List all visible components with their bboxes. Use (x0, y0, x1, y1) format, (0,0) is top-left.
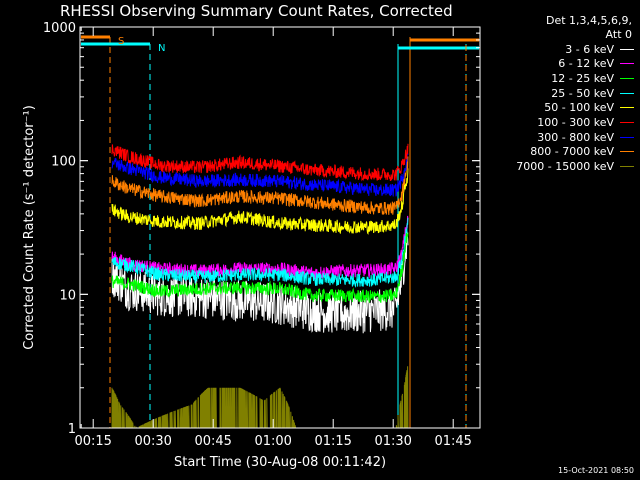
legend-label: 100 - 300 keV (537, 116, 614, 129)
series-line-12-25-kev (111, 232, 409, 303)
legend-label: 3 - 6 keV (565, 42, 614, 56)
legend-swatch (620, 77, 634, 79)
x-tick-label: 01:00 (254, 434, 291, 449)
detector-info: Det 1,3,4,5,6,9, Att 0 (546, 14, 632, 42)
series-line-7000-15000-kev (111, 366, 409, 429)
legend-label: 800 - 7000 keV (530, 145, 614, 159)
legend-entry: 6 - 12 keV (558, 57, 634, 71)
x-tick-label: 00:15 (74, 434, 111, 449)
series-line-6-12-kev (111, 215, 409, 280)
x-axis-label: Start Time (30-Aug-08 00:11:42) (174, 455, 386, 470)
series-line-50-100-kev (111, 168, 409, 235)
chart-title: RHESSI Observing Summary Count Rates, Co… (60, 2, 453, 20)
plot-frame (79, 26, 481, 429)
legend-swatch (620, 136, 634, 138)
legend-label: 7000 - 15000 keV (516, 160, 614, 174)
series-line-3-6-kev (111, 230, 409, 334)
axes-layer: 1 10 100 1000 00:15 00:30 00:45 01:00 01:15 01:30… (22, 21, 481, 470)
data-layer: SN (81, 35, 479, 429)
legend-swatch (620, 92, 634, 94)
x-tick-label: 01:45 (434, 434, 471, 449)
legend-label: 6 - 12 keV (558, 57, 614, 71)
x-tick-label: 01:30 (374, 434, 411, 449)
legend-swatch (620, 63, 634, 65)
x-tick-label: 01:15 (314, 434, 351, 449)
legend-swatch (620, 122, 634, 123)
x-tick-label: 00:45 (194, 434, 231, 449)
detectors-label: Det 1,3,4,5,6,9, (545, 14, 632, 27)
series-line-800-7000-kev (111, 156, 409, 215)
legend-entry: 25 - 50 keV (551, 86, 634, 100)
legend-swatch (620, 48, 634, 50)
legend-entry: 3 - 6 keV (565, 42, 634, 56)
series-line-25-50-kev (111, 217, 409, 288)
series-line-100-300-kev (111, 143, 409, 182)
legend-label: 50 - 100 keV (544, 101, 614, 115)
y-tick-label: 1 (68, 422, 76, 437)
legend-label: 25 - 50 keV (551, 86, 614, 100)
legend-entry: 50 - 100 keV (544, 101, 634, 115)
legend-swatch (620, 151, 634, 153)
series-line-300-800-kev (111, 152, 409, 197)
y-axis-label: Corrected Count Rate (s⁻¹ detector⁻¹) (22, 105, 37, 350)
attenuator-label: Att 0 (605, 28, 632, 41)
timestamp: 15-Oct-2021 08:50 (558, 466, 634, 475)
legend-swatch (620, 166, 634, 168)
legend-label: 12 - 25 keV (551, 71, 614, 85)
legend-entry: 800 - 7000 keV (530, 145, 634, 159)
night-label: N (158, 43, 165, 54)
saa-label: S (118, 36, 124, 47)
legend-label: 300 - 800 keV (537, 130, 614, 144)
legend-swatch (620, 107, 634, 109)
legend-entry: 100 - 300 keV (537, 116, 634, 130)
x-tick-label: 00:30 (134, 434, 171, 449)
legend-entry: 7000 - 15000 keV (516, 160, 634, 174)
y-tick-label: 10 (59, 288, 76, 303)
y-tick-label: 100 (51, 155, 76, 170)
y-tick-label: 1000 (43, 21, 76, 36)
legend-entry: 300 - 800 keV (537, 130, 634, 144)
legend-entry: 12 - 25 keV (551, 71, 634, 85)
